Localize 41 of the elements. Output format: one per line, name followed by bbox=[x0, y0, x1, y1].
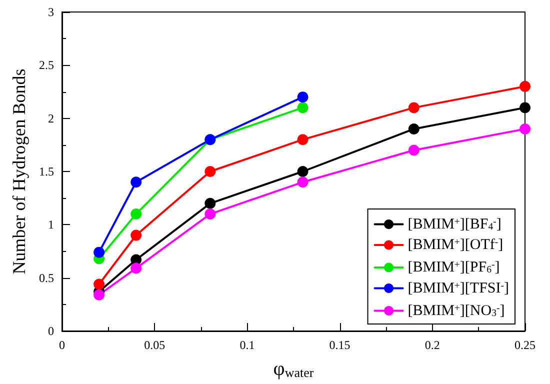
point bbox=[94, 246, 105, 258]
point bbox=[297, 166, 308, 177]
point bbox=[297, 92, 308, 103]
x-tick-label: 0 bbox=[59, 338, 65, 352]
point bbox=[520, 102, 530, 114]
legend-label: [BMIM+][BF4-] bbox=[408, 216, 502, 232]
y-axis-title: Number of Hydrogen Bonds bbox=[9, 68, 29, 274]
x-tick-label: 0.2 bbox=[424, 338, 440, 352]
legend-label: [BMIM+][TFSI-] bbox=[408, 280, 510, 296]
y-tick-label: 0.5 bbox=[39, 270, 54, 285]
point bbox=[408, 102, 420, 114]
point bbox=[204, 208, 216, 220]
y-tick-label: 2 bbox=[48, 111, 54, 126]
point bbox=[94, 289, 105, 300]
legend-label: [BMIM+][OTf-] bbox=[408, 237, 504, 253]
y-tick-label: 3 bbox=[48, 5, 54, 19]
point bbox=[408, 144, 420, 156]
point bbox=[94, 278, 105, 290]
point bbox=[130, 262, 142, 274]
point bbox=[130, 208, 142, 220]
point bbox=[297, 102, 308, 114]
point bbox=[204, 198, 216, 209]
point bbox=[408, 123, 420, 134]
y-tick-label: 1 bbox=[48, 218, 54, 232]
legend-label: [BMIM+][PF6-] bbox=[408, 260, 500, 276]
x-tick-label: 0.05 bbox=[144, 338, 166, 352]
point bbox=[297, 176, 308, 188]
x-axis-title: φwater bbox=[273, 358, 314, 380]
point bbox=[130, 230, 142, 241]
y-tick-label: 0 bbox=[48, 324, 54, 338]
point bbox=[204, 166, 216, 177]
x-tick-label: 0.15 bbox=[329, 338, 350, 352]
point bbox=[297, 134, 308, 146]
point bbox=[520, 80, 530, 92]
x-tick-label: 0.25 bbox=[514, 338, 536, 352]
point bbox=[130, 176, 142, 188]
point bbox=[520, 123, 530, 134]
x-tick-label: 0.1 bbox=[240, 338, 255, 352]
legend-label: [BMIM+][NO3-] bbox=[408, 302, 505, 319]
y-tick-label: 2.5 bbox=[39, 58, 54, 72]
y-tick-label: 1.5 bbox=[39, 164, 54, 178]
